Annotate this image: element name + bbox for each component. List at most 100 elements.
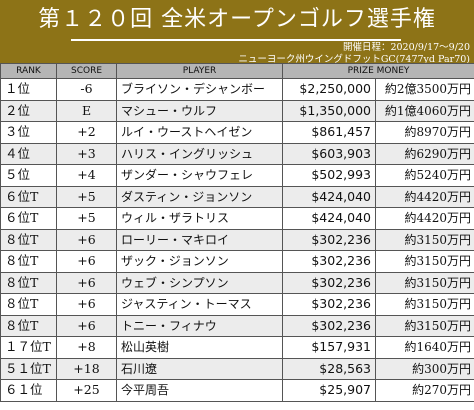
player-name-cell: ハリス・イングリッシュ xyxy=(116,142,283,165)
table-body: １位 -6 ブライソン・デシャンボー $2,250,000 約2億3500万円 ２位 E マシ… xyxy=(0,78,474,402)
rank-cell: ８位T xyxy=(0,314,57,337)
prize-usd-cell: $2,250,000 xyxy=(282,78,376,101)
score-cell: +8 xyxy=(56,336,117,359)
prize-usd-cell: $302,236 xyxy=(282,314,376,337)
rank-cell: ５位 xyxy=(0,164,57,187)
player-name-cell: ウェブ・シンプソン xyxy=(116,271,283,294)
prize-usd-cell: $861,457 xyxy=(282,121,376,144)
table-row: ６１位 +25 今平周吾 $25,907 約270万円 xyxy=(0,379,474,402)
table-row: ８位T +6 ザック・ジョンソン $302,236 約3150万円 xyxy=(0,250,474,273)
score-cell: +2 xyxy=(56,121,117,144)
table-row: ５１位T +18 石川遼 $28,563 約300万円 xyxy=(0,357,474,380)
prize-usd-cell: $302,236 xyxy=(282,271,376,294)
rank-cell: ６位T xyxy=(0,207,57,230)
score-cell: +6 xyxy=(56,314,117,337)
score-cell: -6 xyxy=(56,78,117,101)
player-name-cell: 松山英樹 xyxy=(116,336,283,359)
prize-jpy-cell: 約6290万円 xyxy=(374,142,474,165)
column-header-rank: RANK xyxy=(0,63,57,79)
player-name-cell: 石川遼 xyxy=(116,357,283,380)
prize-usd-cell: $424,040 xyxy=(282,207,376,230)
table-row: ８位T +6 ローリー・マキロイ $302,236 約3150万円 xyxy=(0,228,474,251)
title-underline xyxy=(71,39,401,41)
event-dates: 開催日程：2020/9/17～9/20 xyxy=(342,42,470,53)
table-row: ４位 +3 ハリス・イングリッシュ $603,903 約6290万円 xyxy=(0,142,474,165)
player-name-cell: ザンダー・シャウフェレ xyxy=(116,164,283,187)
prize-jpy-cell: 約4420万円 xyxy=(374,185,474,208)
prize-jpy-cell: 約3150万円 xyxy=(374,228,474,251)
prize-usd-cell: $25,907 xyxy=(282,379,376,402)
player-name-cell: ルイ・ウーストヘイゼン xyxy=(116,121,283,144)
table-row: ６位T +5 ダスティン・ジョンソン $424,040 約4420万円 xyxy=(0,185,474,208)
rank-cell: ５１位T xyxy=(0,357,57,380)
rank-cell: １位 xyxy=(0,78,57,101)
rank-cell: ２位 xyxy=(0,99,57,122)
prize-jpy-cell: 約270万円 xyxy=(374,379,474,402)
prize-usd-cell: $28,563 xyxy=(282,357,376,380)
score-cell: +4 xyxy=(56,164,117,187)
player-name-cell: ウィル・ザラトリス xyxy=(116,207,283,230)
results-table: RANK SCORE PLAYER PRIZE MONEY １位 -6 ブライソン・… xyxy=(0,63,474,402)
column-header-player: PLAYER xyxy=(116,63,283,79)
prize-jpy-cell: 約5240万円 xyxy=(374,164,474,187)
course-info: ニューヨーク州ウイングドフットGC(7477yd Par70) xyxy=(238,54,470,65)
table-header-row: RANK SCORE PLAYER PRIZE MONEY xyxy=(0,63,474,79)
score-cell: +6 xyxy=(56,250,117,273)
prize-jpy-cell: 約3150万円 xyxy=(374,314,474,337)
table-row: １７位T +8 松山英樹 $157,931 約1640万円 xyxy=(0,336,474,359)
score-cell: +3 xyxy=(56,142,117,165)
prize-usd-cell: $302,236 xyxy=(282,228,376,251)
prize-jpy-cell: 約4420万円 xyxy=(374,207,474,230)
player-name-cell: ローリー・マキロイ xyxy=(116,228,283,251)
page-title: 第１２０回 全米オープンゴルフ選手権 xyxy=(38,7,436,32)
rank-cell: ４位 xyxy=(0,142,57,165)
score-cell: +6 xyxy=(56,293,117,316)
table-row: ５位 +4 ザンダー・シャウフェレ $502,993 約5240万円 xyxy=(0,164,474,187)
rank-cell: ３位 xyxy=(0,121,57,144)
rank-cell: ８位T xyxy=(0,228,57,251)
player-name-cell: マシュー・ウルフ xyxy=(116,99,283,122)
table-row: ８位T +6 ウェブ・シンプソン $302,236 約3150万円 xyxy=(0,271,474,294)
prize-jpy-cell: 約300万円 xyxy=(374,357,474,380)
rank-cell: ６位T xyxy=(0,185,57,208)
rank-cell: ８位T xyxy=(0,250,57,273)
prize-usd-cell: $603,903 xyxy=(282,142,376,165)
player-name-cell: トニー・フィナウ xyxy=(116,314,283,337)
player-name-cell: ブライソン・デシャンボー xyxy=(116,78,283,101)
rank-cell: ８位T xyxy=(0,271,57,294)
title-banner: 第１２０回 全米オープンゴルフ選手権 開催日程：2020/9/17～9/20 ニ… xyxy=(0,0,474,65)
score-cell: +5 xyxy=(56,207,117,230)
rank-cell: ８位T xyxy=(0,293,57,316)
score-cell: +5 xyxy=(56,185,117,208)
player-name-cell: 今平周吾 xyxy=(116,379,283,402)
score-cell: +6 xyxy=(56,271,117,294)
prize-usd-cell: $302,236 xyxy=(282,293,376,316)
prize-jpy-cell: 約3150万円 xyxy=(374,250,474,273)
prize-usd-cell: $1,350,000 xyxy=(282,99,376,122)
score-cell: +6 xyxy=(56,228,117,251)
prize-usd-cell: $157,931 xyxy=(282,336,376,359)
player-name-cell: ダスティン・ジョンソン xyxy=(116,185,283,208)
prize-usd-cell: $424,040 xyxy=(282,185,376,208)
player-name-cell: ジャスティン・トーマス xyxy=(116,293,283,316)
prize-jpy-cell: 約1640万円 xyxy=(374,336,474,359)
table-row: １位 -6 ブライソン・デシャンボー $2,250,000 約2億3500万円 xyxy=(0,78,474,101)
table-row: ６位T +5 ウィル・ザラトリス $424,040 約4420万円 xyxy=(0,207,474,230)
column-header-score: SCORE xyxy=(56,63,117,79)
table-row: ２位 E マシュー・ウルフ $1,350,000 約1億4060万円 xyxy=(0,99,474,122)
prize-jpy-cell: 約1億4060万円 xyxy=(374,99,474,122)
table-row: ３位 +2 ルイ・ウーストヘイゼン $861,457 約8970万円 xyxy=(0,121,474,144)
prize-usd-cell: $302,236 xyxy=(282,250,376,273)
score-cell: +25 xyxy=(56,379,117,402)
prize-jpy-cell: 約3150万円 xyxy=(374,271,474,294)
rank-cell: ６１位 xyxy=(0,379,57,402)
rank-cell: １７位T xyxy=(0,336,57,359)
score-cell: +18 xyxy=(56,357,117,380)
prize-jpy-cell: 約2億3500万円 xyxy=(374,78,474,101)
column-header-prize-money: PRIZE MONEY xyxy=(281,63,474,79)
prize-jpy-cell: 約8970万円 xyxy=(374,121,474,144)
player-name-cell: ザック・ジョンソン xyxy=(116,250,283,273)
prize-usd-cell: $502,993 xyxy=(282,164,376,187)
table-row: ８位T +6 トニー・フィナウ $302,236 約3150万円 xyxy=(0,314,474,337)
